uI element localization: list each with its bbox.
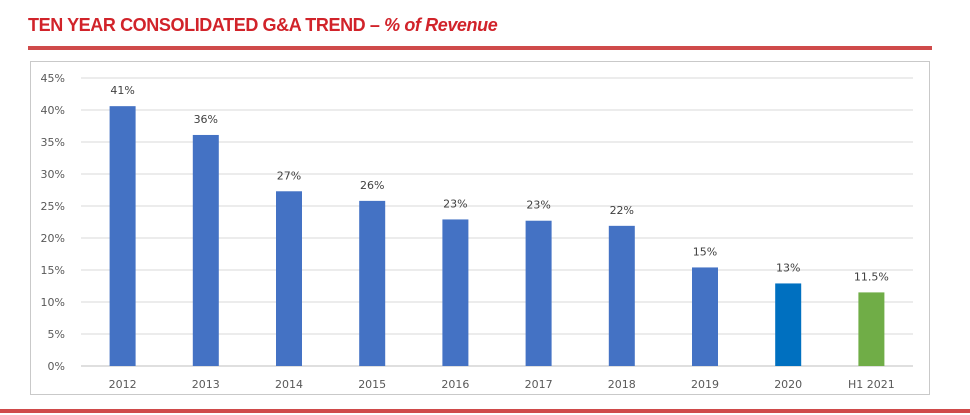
bar: [525, 220, 552, 366]
x-tick-label: 2013: [192, 378, 220, 391]
bar: [775, 283, 802, 366]
x-tick-label: 2019: [691, 378, 719, 391]
bar: [109, 106, 136, 366]
title-underline: [28, 46, 932, 50]
chart-frame: 0% 5% 10% 15% 20% 25% 30% 35% 40% 45% 41% 2012 36% 20…: [30, 61, 930, 395]
title-subtitle: % of Revenue: [384, 15, 498, 35]
y-tick-label: 10%: [41, 296, 65, 309]
y-tick-label: 0%: [48, 360, 65, 373]
data-label: 27%: [277, 169, 301, 182]
bar: [359, 200, 386, 366]
data-label: 41%: [110, 84, 134, 97]
y-tick-label: 35%: [41, 136, 65, 149]
bar: [858, 292, 885, 366]
data-label: 11.5%: [854, 270, 889, 283]
bar: [192, 134, 219, 366]
x-tick-label: 2015: [358, 378, 386, 391]
bar: [276, 191, 302, 366]
title-main: TEN YEAR CONSOLIDATED G&A TREND –: [28, 15, 385, 35]
bar: [608, 225, 635, 366]
x-tick-label: 2018: [608, 378, 636, 391]
chart-title: TEN YEAR CONSOLIDATED G&A TREND – % of R…: [28, 15, 498, 36]
x-tick-label: H1 2021: [848, 378, 895, 391]
x-tick-label: 2014: [275, 378, 303, 391]
y-tick-label: 30%: [41, 168, 65, 181]
y-tick-label: 15%: [41, 264, 65, 277]
data-label: 26%: [360, 179, 384, 192]
y-tick-label: 20%: [41, 232, 65, 245]
bar: [692, 267, 718, 366]
bar-chart: 0% 5% 10% 15% 20% 25% 30% 35% 40% 45% 41% 2012 36% 20…: [41, 72, 913, 391]
data-label: 22%: [610, 204, 634, 217]
data-label: 15%: [693, 245, 717, 258]
y-tick-label: 5%: [48, 328, 65, 341]
footer-rule: [0, 409, 970, 413]
y-tick-label: 25%: [41, 200, 65, 213]
data-label: 13%: [776, 261, 800, 274]
data-label: 23%: [443, 197, 467, 210]
x-tick-label: 2020: [774, 378, 802, 391]
data-label: 23%: [526, 199, 550, 212]
y-tick-label: 45%: [41, 72, 65, 85]
bar: [442, 219, 469, 366]
x-tick-label: 2016: [441, 378, 469, 391]
y-tick-label: 40%: [41, 104, 65, 117]
data-label: 36%: [194, 113, 218, 126]
x-tick-label: 2017: [525, 378, 553, 391]
x-tick-label: 2012: [109, 378, 137, 391]
